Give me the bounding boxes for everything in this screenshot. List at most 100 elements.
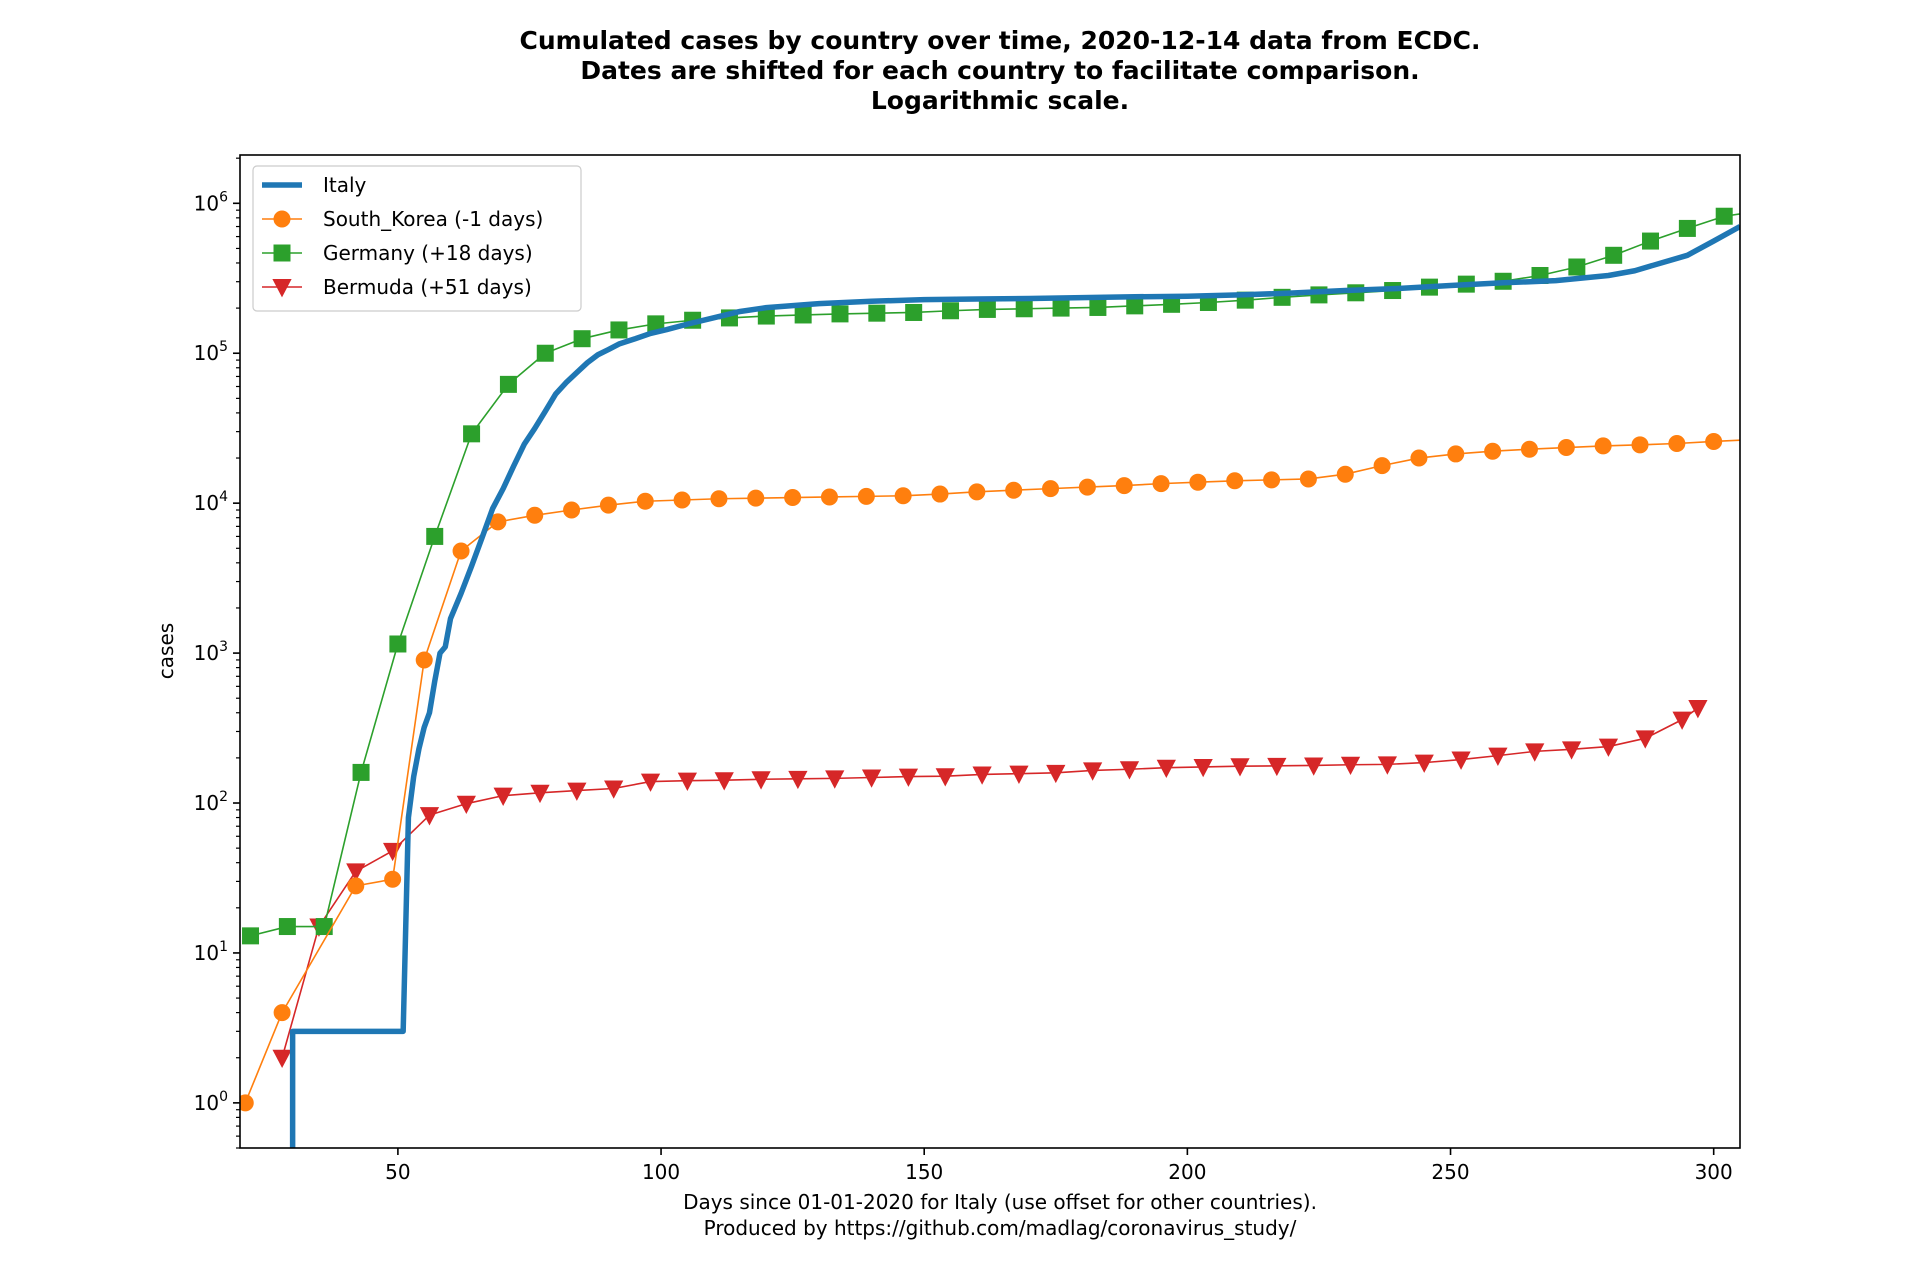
- data-point: [978, 300, 996, 318]
- legend-box: [252, 165, 582, 312]
- data-point: [426, 527, 444, 545]
- x-tick-label: 50: [385, 1160, 410, 1184]
- data-point: [1267, 757, 1287, 777]
- chart-title: Cumulated cases by country over time, 20…: [519, 26, 1480, 115]
- legend-swatch-marker: [273, 244, 291, 262]
- data-point: [567, 782, 587, 801]
- data-point: [673, 491, 691, 509]
- data-point: [1005, 481, 1023, 499]
- data-point: [898, 768, 919, 787]
- data-point: [278, 918, 296, 936]
- data-point: [1520, 440, 1538, 458]
- data-point: [1414, 754, 1434, 773]
- legend-entry-label: South_Korea (-1 days): [323, 207, 543, 231]
- data-point: [1484, 442, 1502, 460]
- series-1: [240, 432, 1740, 1112]
- data-point: [1156, 759, 1176, 779]
- data-point: [1226, 472, 1244, 490]
- data-point: [1447, 445, 1465, 463]
- data-point: [1557, 439, 1575, 457]
- data-point: [1263, 471, 1281, 489]
- data-point: [861, 769, 882, 788]
- data-point: [710, 490, 728, 508]
- x-axis-label-line-1: Days since 01-01-2020 for Italy (use off…: [683, 1190, 1317, 1214]
- data-point: [640, 773, 661, 792]
- chart-title-line-2: Dates are shifted for each country to fa…: [580, 56, 1419, 85]
- legend-swatch-marker: [272, 279, 292, 298]
- data-point: [1193, 758, 1213, 778]
- x-axis-label: Days since 01-01-2020 for Italy (use off…: [683, 1190, 1317, 1240]
- data-point: [604, 780, 624, 799]
- data-point: [1631, 436, 1649, 454]
- data-point: [794, 306, 812, 324]
- data-point: [1083, 762, 1103, 781]
- data-point: [1115, 477, 1133, 495]
- data-point: [1089, 298, 1107, 316]
- y-axis: 100 101 102 103 104 105 106: [194, 157, 240, 1149]
- y-tick-label: 100: [194, 1089, 228, 1115]
- legend-entry-label: Bermuda (+51 days): [323, 275, 532, 299]
- data-point: [352, 763, 370, 781]
- data-point: [636, 492, 654, 510]
- data-point: [1119, 761, 1140, 780]
- data-point: [677, 772, 697, 791]
- series-line: [289, 224, 1740, 1148]
- data-point: [1152, 475, 1170, 493]
- x-tick-label: 300: [1695, 1160, 1733, 1184]
- y-axis-label: cases: [154, 623, 178, 679]
- data-point: [240, 1094, 254, 1112]
- data-point: [857, 487, 875, 505]
- data-point: [1668, 435, 1686, 453]
- data-point: [1078, 478, 1096, 496]
- data-point: [1594, 437, 1612, 455]
- data-point: [456, 795, 476, 814]
- data-point: [1678, 219, 1696, 237]
- data-point: [530, 784, 550, 804]
- data-point: [1635, 730, 1655, 749]
- data-point: [499, 375, 517, 393]
- data-point: [347, 877, 365, 895]
- data-point: [1715, 207, 1733, 225]
- data-point: [972, 766, 992, 785]
- series-3: [272, 700, 1708, 1069]
- data-point: [1561, 741, 1582, 760]
- series-line: [281, 707, 1699, 1058]
- legend-entry-label: Germany (+18 days): [323, 241, 533, 265]
- data-point: [1373, 457, 1391, 475]
- data-point: [1009, 765, 1029, 784]
- data-point: [1230, 758, 1250, 777]
- data-point: [1046, 764, 1066, 784]
- y-tick-label: 103: [194, 639, 228, 665]
- x-tick-label: 150: [905, 1160, 943, 1184]
- data-point: [273, 1004, 291, 1022]
- data-point: [1299, 470, 1317, 488]
- data-point: [384, 870, 402, 888]
- data-point: [1015, 300, 1033, 318]
- data-point: [536, 344, 554, 362]
- data-point: [1488, 747, 1508, 766]
- y-tick-label: 102: [194, 789, 228, 815]
- data-point: [1642, 232, 1660, 250]
- data-point: [599, 496, 617, 514]
- data-point: [242, 927, 260, 945]
- data-point: [905, 303, 923, 321]
- data-point: [1340, 756, 1361, 776]
- data-point: [346, 863, 366, 882]
- legend-entry-label: Italy: [323, 173, 367, 197]
- data-point: [610, 321, 628, 339]
- data-point: [1525, 743, 1545, 762]
- x-tick-label: 100: [642, 1160, 680, 1184]
- y-tick-label: 101: [194, 939, 228, 965]
- data-point: [419, 807, 440, 826]
- data-point: [825, 770, 845, 789]
- data-point: [526, 506, 544, 524]
- data-point: [272, 1049, 292, 1069]
- data-point: [415, 651, 433, 669]
- data-point: [1189, 473, 1207, 491]
- data-point: [747, 489, 765, 507]
- chart-title-line-1: Cumulated cases by country over time, 20…: [519, 26, 1480, 55]
- data-point: [942, 302, 960, 320]
- data-point: [1304, 757, 1324, 776]
- data-point: [1688, 700, 1708, 719]
